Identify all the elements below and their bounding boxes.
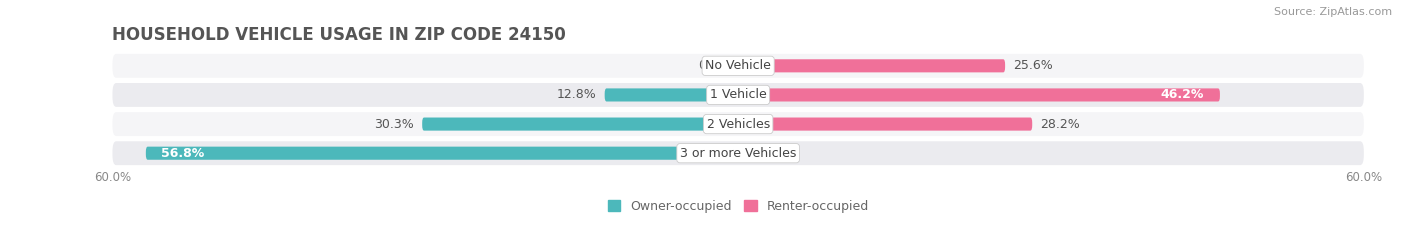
FancyBboxPatch shape xyxy=(112,141,1364,165)
FancyBboxPatch shape xyxy=(146,147,738,160)
FancyBboxPatch shape xyxy=(112,112,1364,136)
Text: 28.2%: 28.2% xyxy=(1040,118,1080,130)
Text: 12.8%: 12.8% xyxy=(557,89,596,101)
Text: 0.0%: 0.0% xyxy=(697,59,730,72)
Text: Source: ZipAtlas.com: Source: ZipAtlas.com xyxy=(1274,7,1392,17)
Text: 30.3%: 30.3% xyxy=(374,118,413,130)
Text: 46.2%: 46.2% xyxy=(1161,89,1205,101)
FancyBboxPatch shape xyxy=(738,59,1005,72)
Legend: Owner-occupied, Renter-occupied: Owner-occupied, Renter-occupied xyxy=(603,195,873,218)
Text: 25.6%: 25.6% xyxy=(1014,59,1053,72)
Text: No Vehicle: No Vehicle xyxy=(706,59,770,72)
FancyBboxPatch shape xyxy=(422,117,738,131)
Text: 1 Vehicle: 1 Vehicle xyxy=(710,89,766,101)
Text: 56.8%: 56.8% xyxy=(162,147,205,160)
FancyBboxPatch shape xyxy=(738,117,1032,131)
Text: 2 Vehicles: 2 Vehicles xyxy=(707,118,769,130)
FancyBboxPatch shape xyxy=(738,88,1220,102)
FancyBboxPatch shape xyxy=(112,83,1364,107)
Text: 3 or more Vehicles: 3 or more Vehicles xyxy=(681,147,796,160)
FancyBboxPatch shape xyxy=(112,54,1364,78)
Text: 0.0%: 0.0% xyxy=(747,147,779,160)
Text: HOUSEHOLD VEHICLE USAGE IN ZIP CODE 24150: HOUSEHOLD VEHICLE USAGE IN ZIP CODE 2415… xyxy=(112,26,567,44)
FancyBboxPatch shape xyxy=(605,88,738,102)
